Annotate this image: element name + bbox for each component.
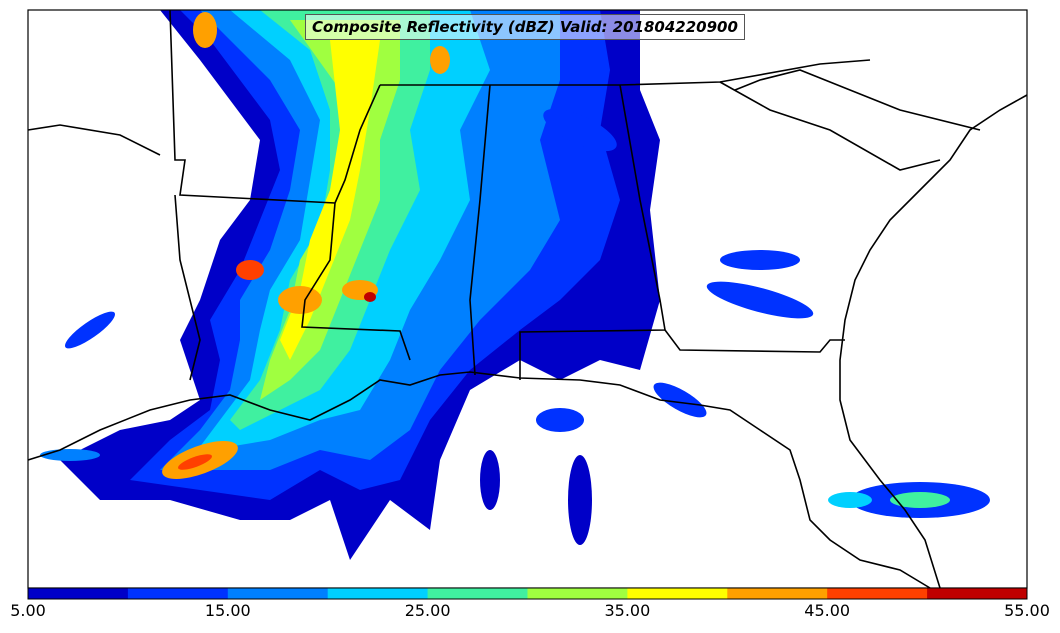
state-line-11 (174, 194, 201, 381)
colorbar-segment (327, 588, 429, 599)
colorbar-segment (627, 588, 728, 599)
state-line-8 (719, 81, 941, 171)
echo-cell-east-2 (706, 281, 814, 319)
state-line-1 (169, 9, 336, 204)
colorbar (27, 587, 1028, 600)
colorbar-segment (727, 588, 828, 599)
colorbar-segment (127, 588, 229, 599)
echo-cell-east-1 (543, 108, 617, 152)
colorbar-segment (227, 588, 329, 599)
echo-cell-orange-5 (193, 12, 217, 48)
echo-cell-orange-6 (430, 46, 450, 74)
state-line-4 (334, 84, 381, 204)
reflectivity-echoes (40, 10, 990, 560)
echo-cell-west-2 (40, 449, 100, 461)
colorbar-tick-label: 15.00 (204, 601, 251, 620)
colorbar-tick-label: 55.00 (1004, 601, 1050, 620)
colorbar-segment (827, 588, 928, 599)
colorbar-tick-label: 45.00 (804, 601, 851, 620)
echo-cell-east-3 (720, 250, 800, 270)
state-line-6 (519, 84, 666, 380)
state-line-9 (734, 69, 981, 131)
echo-cell-gulf-4 (653, 382, 707, 418)
colorbar-segment (527, 588, 628, 599)
echo-cell-west-1 (65, 311, 115, 349)
colorbar-tick-label: 35.00 (604, 601, 651, 620)
echo-cell-east-6 (828, 492, 872, 508)
echo-cell-red-1 (364, 292, 376, 302)
colorbar-segment (28, 588, 129, 599)
colorbar-border (27, 587, 1028, 600)
echo-cell-gulf-1 (536, 408, 584, 432)
state-line-10 (27, 124, 161, 156)
echo-cell-orange-3 (236, 260, 264, 280)
colorbar-tick-label: 5.00 (10, 601, 46, 620)
colorbar-tick-label: 25.00 (404, 601, 451, 620)
echo-cell-gulf-3 (480, 450, 500, 510)
state-line-7 (664, 329, 845, 353)
echo-cell-gulf-2 (568, 455, 592, 545)
echo-cell-east-5 (890, 492, 950, 508)
state-line-5 (469, 84, 491, 376)
atlantic-coastline (839, 94, 1028, 589)
state-line-3 (380, 59, 871, 86)
echo-cell-red-2 (177, 454, 213, 470)
colorbar-segment (927, 588, 1028, 599)
map-title: Composite Reflectivity (dBZ) Valid: 2018… (305, 14, 745, 40)
colorbar-segment (427, 588, 528, 599)
state-line-2 (301, 202, 411, 361)
echo-cell-orange-1 (278, 286, 322, 314)
state-boundaries (27, 9, 1028, 589)
echo-band-yellow (280, 40, 380, 360)
